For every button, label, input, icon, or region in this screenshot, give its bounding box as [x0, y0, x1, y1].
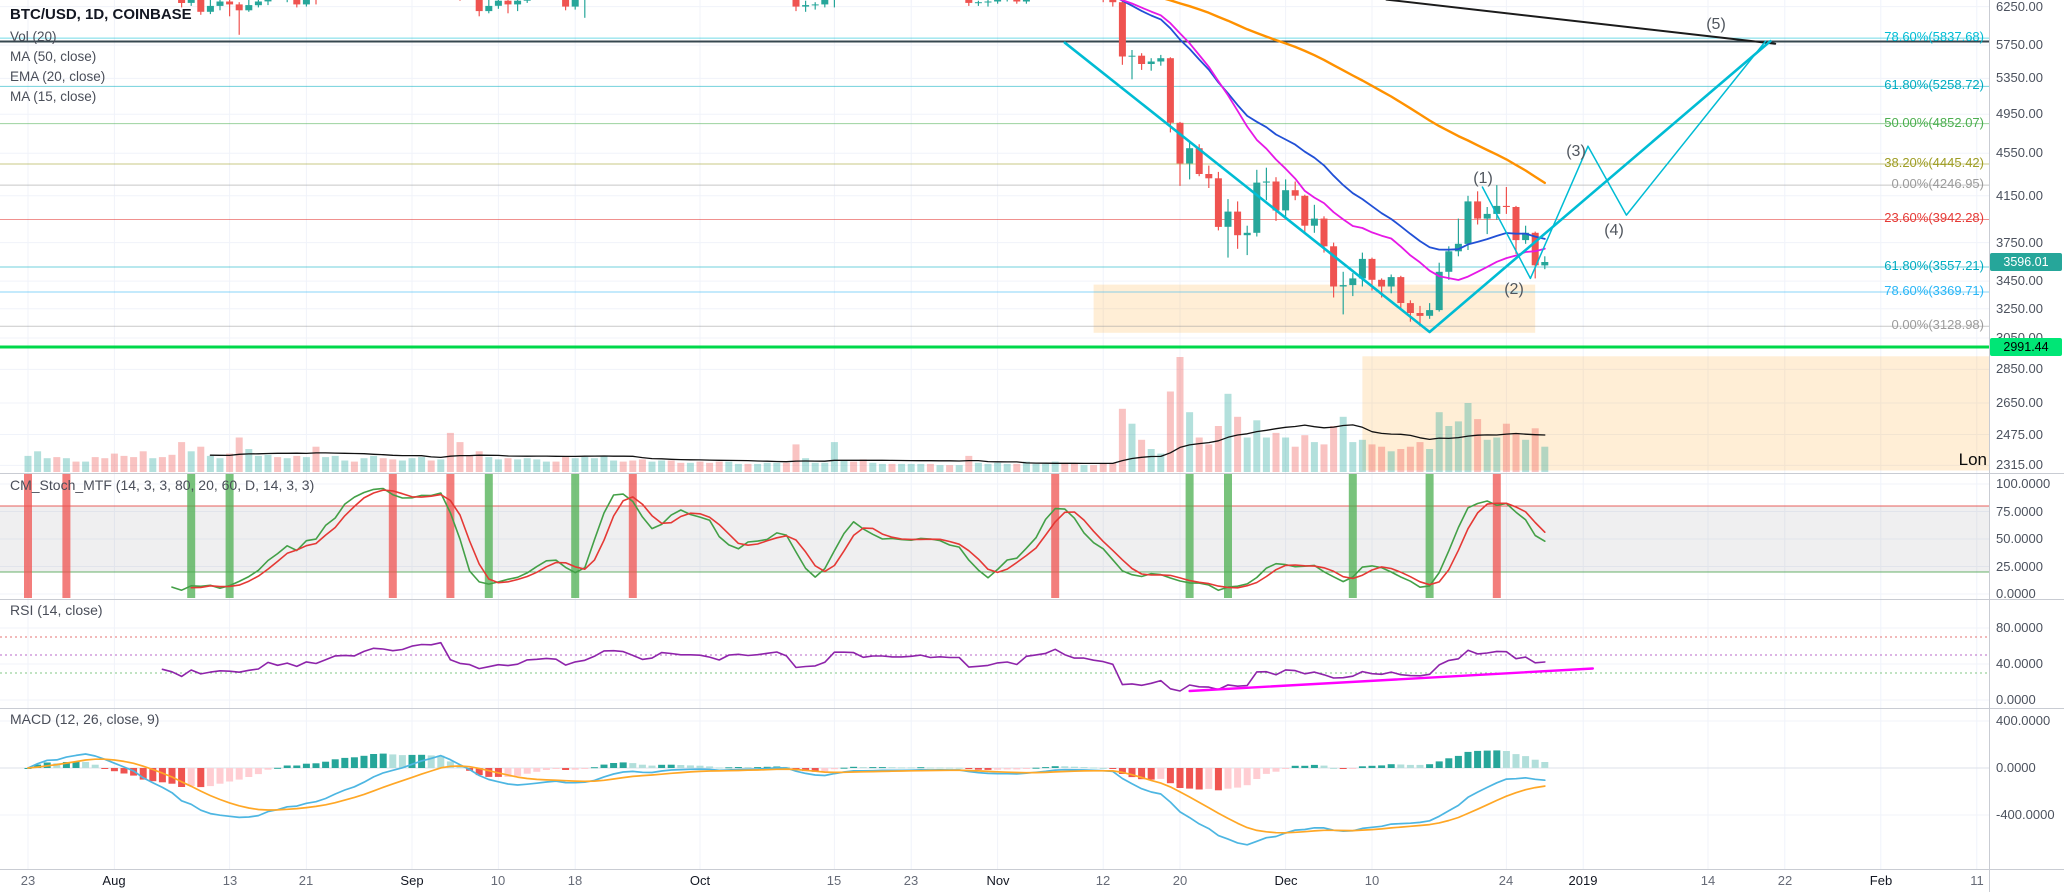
time-axis[interactable]: 23 Aug 13 21 Sep 10 18 Oct 15 23 Nov 12 20 Dec 10 24 201…: [0, 869, 2064, 892]
stoch-d-line: [190, 489, 1546, 589]
time-label[interactable]: 10: [490, 873, 506, 888]
stoch-sell-signal-bar: [446, 474, 455, 598]
stoch-sell-signal-bar: [388, 474, 397, 598]
descending-trendline[interactable]: [1385, 0, 1777, 45]
rsi-tick: 80.0000: [1996, 620, 2043, 635]
macd-tick: 400.0000: [1996, 713, 2051, 728]
price-tick: 3450.00: [1996, 273, 2043, 288]
ema20-line: [1119, 0, 1546, 251]
symbol-title[interactable]: BTC/USD, 1D, COINBASE: [10, 6, 192, 23]
stoch-sell-signal-bar: [1051, 474, 1060, 598]
price-tick: 3750.00: [1996, 235, 2043, 250]
price-tick: 6250.00: [1996, 0, 2043, 14]
time-label[interactable]: 13: [222, 873, 238, 888]
time-label[interactable]: Sep: [400, 873, 424, 888]
price-tick: 2315.00: [1996, 457, 2043, 472]
price-tag: 2991.44: [1990, 338, 2062, 356]
time-label[interactable]: Oct: [689, 873, 711, 888]
time-label[interactable]: 23: [20, 873, 36, 888]
stoch-buy-signal-bar: [225, 474, 234, 598]
legend-ma15-indicator[interactable]: MA (15, close): [10, 89, 97, 104]
time-label[interactable]: 22: [1777, 873, 1793, 888]
time-label[interactable]: 12: [1095, 873, 1111, 888]
stoch-pane-legend[interactable]: CM_Stoch_MTF (14, 3, 3, 80, 20, 60, D, 1…: [10, 477, 315, 493]
legend-ema20-indicator[interactable]: EMA (20, close): [10, 69, 106, 84]
price-tick: 3250.00: [1996, 301, 2043, 316]
price-tick: 4550.00: [1996, 145, 2043, 160]
stoch-buy-signal-bar: [187, 474, 196, 598]
stoch-buy-signal-bar: [1185, 474, 1194, 598]
macd-signal-line: [27, 758, 1546, 834]
stoch-tick: 50.0000: [1996, 531, 2043, 546]
time-label[interactable]: 2019: [1568, 873, 1598, 888]
volume-ma-line: [209, 424, 1546, 465]
stoch-buy-signal-bar: [1348, 474, 1357, 598]
time-label[interactable]: Aug: [102, 873, 126, 888]
main-price-pane: [0, 0, 1989, 473]
ma50-line: [1164, 0, 1547, 185]
time-label[interactable]: Dec: [1274, 873, 1298, 888]
rsi-pane-legend[interactable]: RSI (14, close): [10, 602, 103, 618]
time-label[interactable]: 15: [826, 873, 842, 888]
highlight-box: [1093, 284, 1536, 333]
time-label[interactable]: 23: [903, 873, 919, 888]
rsi-pane: [0, 636, 1989, 693]
stoch-tick: 100.0000: [1996, 476, 2051, 491]
legend-volume-indicator[interactable]: Vol (20): [10, 29, 57, 44]
rsi-tick: 40.0000: [1996, 656, 2043, 671]
stoch-sell-signal-bar: [628, 474, 637, 598]
macd-pane-legend[interactable]: MACD (12, 26, close, 9): [10, 711, 160, 727]
price-tick: 2475.00: [1996, 427, 2043, 442]
stoch-sell-signal-bar: [62, 474, 71, 598]
price-tag: 3596.01: [1990, 253, 2062, 271]
elliott-v-lines[interactable]: [1063, 39, 1772, 334]
price-tick: 4950.00: [1996, 106, 2043, 121]
elliott-zigzag-lines[interactable]: [1481, 40, 1767, 280]
highlight-box: [1362, 356, 1989, 471]
time-label[interactable]: 11: [1970, 873, 1984, 888]
macd-pane: [0, 750, 1989, 846]
candlestick-series: [178, 0, 1549, 327]
time-label[interactable]: Nov: [986, 873, 1010, 888]
price-tick: 4150.00: [1996, 188, 2043, 203]
macd-tick: -400.0000: [1996, 807, 2055, 822]
price-tick: 5750.00: [1996, 37, 2043, 52]
stoch-buy-signal-bar: [571, 474, 580, 598]
time-label[interactable]: 14: [1700, 873, 1716, 888]
time-label[interactable]: 18: [567, 873, 583, 888]
stoch-buy-signal-bar: [484, 474, 493, 598]
legend-ma50-indicator[interactable]: MA (50, close): [10, 49, 97, 64]
long-annotation[interactable]: Lon: [1958, 450, 1987, 469]
time-label[interactable]: Feb: [1869, 873, 1893, 888]
price-tick: 2850.00: [1996, 361, 2043, 376]
price-tick: 5350.00: [1996, 70, 2043, 85]
time-label[interactable]: 21: [298, 873, 314, 888]
price-axis[interactable]: 6250.00 5750.00 5350.00 4950.00 4550.00 4150.…: [1989, 0, 2064, 869]
macd-tick: 0.0000: [1996, 760, 2036, 775]
stoch-tick: 25.0000: [1996, 559, 2043, 574]
ma15-line: [1119, 0, 1546, 281]
stoch-tick: 0.0000: [1996, 586, 2036, 601]
stoch-sell-signal-bar: [1492, 474, 1501, 598]
time-label[interactable]: 24: [1498, 873, 1514, 888]
volume-series: [24, 357, 1549, 473]
stoch-buy-signal-bar: [1425, 474, 1434, 598]
time-label[interactable]: 20: [1172, 873, 1188, 888]
rsi-tick: 0.0000: [1996, 692, 2036, 707]
rsi-trendline[interactable]: [1188, 667, 1595, 693]
stoch-pane: [0, 474, 1989, 598]
symbol-legend: BTC/USD, 1D, COINBASE Vol (20) MA (50, c…: [10, 6, 192, 109]
stoch-buy-signal-bar: [1224, 474, 1232, 598]
price-tick: 2650.00: [1996, 395, 2043, 410]
stoch-sell-signal-bar: [24, 474, 32, 598]
macd-line: [27, 753, 1546, 846]
stoch-tick: 75.0000: [1996, 504, 2043, 519]
time-label[interactable]: 10: [1364, 873, 1380, 888]
rsi-line: [161, 641, 1546, 692]
